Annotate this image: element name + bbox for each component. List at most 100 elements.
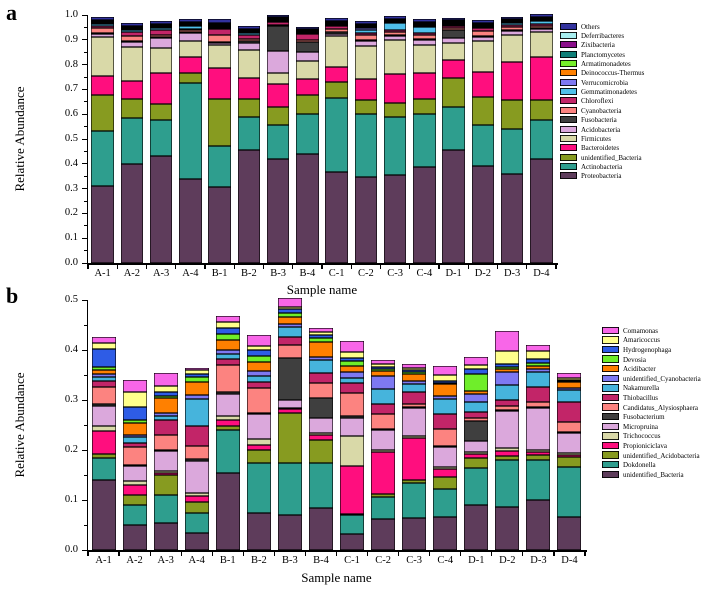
bar-segment-Bacteroidetes: [179, 57, 202, 74]
bar-segment-Hydrogenophaga: [153, 391, 178, 396]
bar-segment-unidentified_Cyanobacteria: [526, 368, 551, 372]
y-minor-tick: [83, 374, 87, 376]
bar-segment-Verrucomicrobia: [442, 23, 465, 25]
x-tick-label: C-1: [328, 268, 345, 279]
bar-segment-Fusobacterium: [308, 398, 333, 418]
x-tick-label: A-1: [95, 555, 112, 566]
bar-segment-Deferribacteres: [120, 26, 144, 27]
legend-label: Devosia: [623, 355, 646, 364]
y-minor-tick: [83, 424, 87, 426]
y-minor-tick: [83, 175, 87, 177]
bar-segment-Firmicutes: [442, 43, 465, 60]
bar-segment-Amaricoccus: [277, 307, 302, 309]
y-tick-label: 0.0: [64, 257, 78, 268]
x-tick: [204, 264, 206, 269]
y-tick: [81, 237, 87, 239]
bar-segment-Proteobacteria: [149, 156, 173, 263]
bar-D-3: [526, 345, 551, 550]
bar-segment-Fusobacteria: [120, 40, 144, 43]
bar-segment-Comamonas: [557, 372, 582, 378]
bar-segment-Chloroflexi: [442, 25, 465, 28]
legend-swatch: [602, 393, 619, 402]
bar-C-3: [402, 363, 427, 550]
y-tick: [81, 299, 87, 301]
bar-segment-Chloroflexi: [120, 32, 144, 36]
x-tick: [87, 551, 89, 556]
bar-C-4: [433, 365, 458, 550]
bar-segment-Planctomycetes: [296, 30, 319, 32]
bar-segment-Dokdonella: [340, 515, 365, 534]
bar-segment-Gemmatimonadetes: [149, 27, 173, 30]
bar-segment-Fusobacteria: [530, 27, 553, 29]
bar-segment-unidentified_Acidobacteria: [153, 475, 178, 495]
bar-segment-Others: [383, 16, 407, 20]
bar-segment-Firmicutes: [296, 60, 319, 80]
bar-segment-Firmicutes: [237, 49, 261, 79]
legend-swatch: [560, 134, 577, 142]
bar-segment-Hydrogenophaga: [526, 358, 551, 363]
bar-segment-Gemmatimonadetes: [325, 25, 348, 27]
bar-segment-Fusobacterium: [91, 404, 116, 406]
bar-segment-Candidatus_Alysiosphaera: [246, 388, 271, 413]
bar-segment-Nakamurella: [433, 399, 458, 414]
bar-segment-Bacteroidetes: [325, 66, 348, 82]
bar-segment-Acidobacteria: [208, 43, 231, 45]
bar-segment-Planctomycetes: [530, 18, 553, 20]
bar-segment-Acidobacteria: [530, 28, 553, 33]
bar-segment-Fusobacteria: [179, 31, 202, 34]
bar-segment-unidentified_Cyanobacteria: [402, 381, 427, 384]
legend-swatch: [602, 374, 619, 383]
bar-segment-Acidobacteria: [354, 40, 378, 46]
bar-segment-Acidibacter: [122, 422, 147, 435]
bar-segment-Bacteroidetes: [120, 80, 144, 100]
legend-label: Armatimonadetes: [581, 60, 631, 69]
bar-segment-Amaricoccus: [246, 346, 271, 350]
x-tick-label: C-4: [416, 268, 433, 279]
bar-segment-Others: [179, 19, 202, 22]
bar-segment-Planctomycetes: [91, 20, 114, 22]
bar-segment-Dokdonella: [557, 466, 582, 517]
bar-segment-Actinobacteria: [179, 83, 202, 179]
bar-segment-Comamonas: [526, 345, 551, 351]
bar-segment-Propioniciclava: [91, 431, 116, 454]
bar-segment-Others: [442, 18, 465, 21]
legend-item: Deinococcus-Thermus: [560, 69, 700, 78]
bar-segment-Hydrogenophaga: [277, 309, 302, 313]
bar-segment-Trichococcus: [557, 453, 582, 455]
x-tick: [491, 551, 493, 556]
bar-segment-Comamonas: [122, 379, 147, 392]
legend-swatch: [560, 88, 577, 96]
bar-segment-Micropruina: [526, 407, 551, 450]
legend-item: Armatimonadetes: [560, 59, 700, 68]
legend-label: Bacteroidetes: [581, 144, 620, 153]
bar-segment-Micropruina: [464, 440, 489, 452]
bar-segment-Planctomycetes: [500, 20, 524, 22]
x-tick: [522, 551, 524, 556]
bar-segment-Micropruina: [340, 417, 365, 436]
bar-segment-Others: [237, 26, 261, 30]
bar-B-1: [215, 315, 240, 550]
x-tick: [438, 264, 440, 269]
bar-segment-Deferribacteres: [296, 29, 319, 30]
y-tick-label: 0.0: [64, 544, 78, 555]
x-tick-label: C-3: [387, 268, 403, 279]
bar-segment-Planctomycetes: [179, 23, 202, 25]
bar-segment-Fusobacteria: [325, 32, 348, 34]
legend-label: Actinobacteria: [581, 162, 623, 171]
bar-D-3: [500, 16, 524, 263]
bar-segment-Candidatus_Alysiosphaera: [184, 446, 209, 459]
legend-item: Others: [560, 22, 700, 31]
legend-label: Cyanobacteria: [581, 106, 622, 115]
bar-segment-Chloroflexi: [383, 29, 407, 32]
bar-segment-Dokdonella: [91, 457, 116, 480]
x-tick-label: B-1: [211, 268, 228, 279]
bar-segment-Propioniciclava: [184, 495, 209, 502]
bar-segment-Others: [471, 20, 495, 23]
bar-segment-Acidobacteria: [471, 37, 495, 41]
bar-segment-unidentified_Cyanobacteria: [464, 394, 489, 402]
bar-segment-Acidibacter: [184, 382, 209, 395]
bar-segment-Comamonas: [215, 315, 240, 322]
bar-segment-Chloroflexi: [471, 28, 495, 32]
bar-segment-Bacteroidetes: [442, 59, 465, 79]
legend-swatch: [560, 144, 577, 152]
